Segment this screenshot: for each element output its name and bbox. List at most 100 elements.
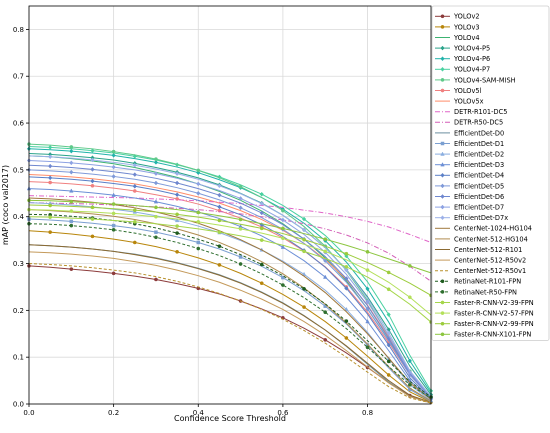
data-point <box>323 338 328 342</box>
data-point <box>196 181 201 187</box>
legend-marker <box>440 332 445 337</box>
data-point <box>302 249 306 254</box>
legend-label: DETR-R50-DC5 <box>454 119 503 127</box>
series-line-centernet-512-hg104 <box>28 209 432 402</box>
legend-marker <box>440 25 445 29</box>
data-point <box>153 171 159 177</box>
series-line-faster-r-cnn-x101-fpn <box>28 199 432 274</box>
y-tick-label: 0.1 <box>13 354 24 362</box>
legend-marker <box>440 204 445 210</box>
data-point <box>175 249 179 254</box>
series-line-yolov2 <box>28 265 432 404</box>
data-point <box>217 218 222 223</box>
legend-marker <box>440 151 445 156</box>
data-point <box>153 160 159 165</box>
series-lines <box>26 142 434 404</box>
data-point <box>69 148 74 154</box>
legend-label: YOLOv4-P7 <box>453 66 490 74</box>
legend-label: EfficientDet-D5 <box>454 182 504 190</box>
series-line-efficientdet-d6 <box>28 164 432 398</box>
data-point <box>259 281 264 286</box>
data-point <box>111 164 116 170</box>
series-line-efficientdet-d5 <box>28 169 432 399</box>
data-point <box>407 382 412 387</box>
legend-box <box>431 5 550 342</box>
legend-marker <box>440 162 445 167</box>
data-point <box>386 312 391 317</box>
legend-entry: CenterNet-512-R50v1 <box>435 267 526 275</box>
legend-label: CenterNet-512-R50v2 <box>454 257 526 265</box>
data-point <box>48 203 53 208</box>
plot-frame <box>28 5 432 405</box>
data-point <box>302 237 306 242</box>
series-line-yolov5l <box>28 181 432 399</box>
data-point <box>238 217 243 222</box>
data-point <box>174 171 180 177</box>
data-point <box>48 175 53 181</box>
data-point <box>344 251 349 256</box>
data-point <box>111 149 116 154</box>
data-point <box>154 230 158 234</box>
data-point <box>48 215 53 220</box>
data-point <box>344 319 349 323</box>
data-point <box>323 237 328 242</box>
series-line-centernet-512-r101 <box>28 244 432 404</box>
legend-entry: CenterNet-1024-HG104 <box>435 225 532 233</box>
series-centernet-512-r101 <box>28 244 432 404</box>
data-point <box>259 226 264 231</box>
data-point <box>238 184 243 189</box>
legend-entry: YOLOv4-P7 <box>435 66 490 74</box>
series-line-detr-r50-dc5 <box>28 202 432 282</box>
data-point <box>196 220 201 224</box>
data-point <box>386 330 391 336</box>
data-point <box>302 286 306 291</box>
series-line-yolov4-p5 <box>28 152 432 395</box>
legend-entry: YOLOv4-SAM-MISH <box>435 76 516 84</box>
legend-marker <box>440 45 445 51</box>
legend-label: EfficientDet-D6 <box>454 193 504 201</box>
data-point <box>365 319 370 324</box>
data-point <box>281 236 285 241</box>
data-point <box>48 154 53 160</box>
legend-label: YOLOv5x <box>453 98 484 106</box>
legend-label: YOLOv3 <box>453 23 480 31</box>
data-point <box>301 216 307 222</box>
data-point <box>217 230 222 235</box>
grid-lines <box>28 6 431 405</box>
legend-marker <box>440 141 445 146</box>
data-point <box>111 152 116 158</box>
x-tick-label: 0.4 <box>193 409 205 417</box>
legend-marker <box>440 88 445 93</box>
data-point <box>281 283 285 287</box>
data-point <box>174 192 180 198</box>
data-point <box>344 264 349 269</box>
data-point <box>174 217 180 223</box>
data-point <box>111 223 116 228</box>
data-point <box>69 223 74 228</box>
legend-label: RetinaNet-R101-FPN <box>454 278 521 286</box>
data-point <box>90 234 95 239</box>
x-tick-label: 0.8 <box>362 409 373 417</box>
data-point <box>90 148 95 154</box>
series-line-retinanet-r50-fpn <box>28 223 432 399</box>
data-point <box>280 217 286 223</box>
legend-entry: EfficientDet-D7x <box>435 214 508 222</box>
legend-label: YOLOv4 <box>453 34 480 42</box>
legend-label: DETR-R101-DC5 <box>454 108 507 116</box>
legend-entry: YOLOv3 <box>435 23 480 31</box>
series-yolov4-p7 <box>28 145 434 394</box>
data-point <box>407 358 412 364</box>
data-point <box>386 287 391 292</box>
legend-entry: RetinaNet-R101-FPN <box>435 278 521 286</box>
data-point <box>217 204 222 210</box>
legend-marker <box>440 321 445 326</box>
data-point <box>217 183 222 189</box>
data-point <box>217 192 222 198</box>
data-point <box>132 220 137 224</box>
data-point <box>259 210 264 216</box>
legend-label: EfficientDet-D4 <box>454 172 504 180</box>
data-point <box>386 359 391 364</box>
data-point <box>281 226 285 231</box>
legend-label: EfficientDet-D1 <box>454 140 504 148</box>
